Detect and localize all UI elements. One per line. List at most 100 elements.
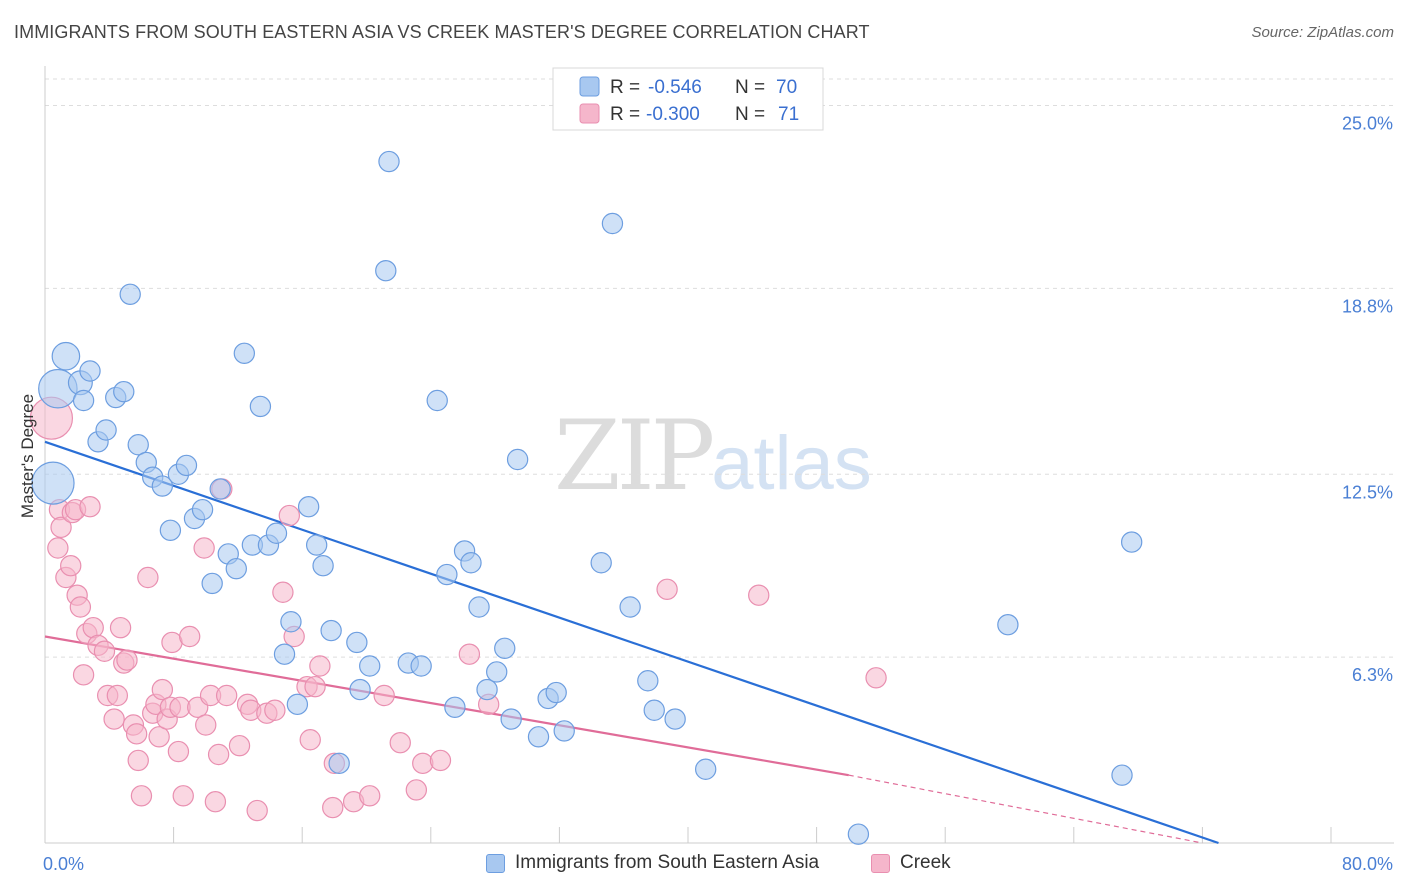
creek-point [373, 684, 395, 707]
sea-immigrant-point [494, 637, 516, 659]
sea-immigrant-point [159, 519, 182, 541]
sea-immigrant-point [280, 611, 302, 633]
creek-point [458, 643, 481, 665]
sea-immigrant-point [119, 283, 141, 305]
creek-point [656, 578, 678, 600]
x-tick-label-left: 0.0% [43, 854, 84, 874]
creek-point [116, 649, 138, 671]
source-label: Source: ZipAtlas.com [1251, 24, 1394, 41]
sea-immigrant-point [191, 498, 214, 521]
sea-immigrant-point [410, 655, 432, 677]
sea-immigrant-point [426, 389, 448, 412]
legend-n-value-2: 71 [778, 104, 799, 125]
creek-point [137, 566, 159, 589]
y-tick-label: 18.8% [1342, 296, 1393, 316]
x-tick-label-right: 80.0% [1342, 854, 1393, 874]
legend-r-label-2: R = [610, 104, 640, 125]
sea-immigrant-point [127, 434, 149, 456]
legend-swatch-pink [579, 103, 600, 124]
bottom-legend: Immigrants from South Eastern Asia Creek [0, 852, 1406, 878]
sea-immigrant-point [209, 478, 231, 500]
sea-immigrant-point [273, 643, 296, 665]
creek-point [272, 581, 294, 603]
creek-point [193, 537, 215, 559]
sea-immigrant-point [175, 454, 198, 477]
sea-immigrant-point [486, 661, 508, 683]
creek-point [178, 625, 201, 648]
legend-r-value-2: -0.300 [646, 104, 700, 125]
y-tick-label: 12.5% [1342, 482, 1393, 502]
creek-point [246, 799, 268, 822]
creek-point [103, 708, 125, 730]
chart-title: IMMIGRANTS FROM SOUTH EASTERN ASIA VS CR… [14, 22, 870, 42]
sea-immigrant-point [249, 395, 272, 418]
sea-immigrant-point [312, 555, 334, 577]
data-points [29, 150, 1143, 845]
sea-immigrant-point [444, 696, 466, 718]
creek-point [125, 723, 148, 745]
trend-lines [44, 440, 1219, 845]
sea-immigrant-point [590, 552, 612, 574]
creek-point [865, 667, 887, 689]
creek-point [359, 785, 381, 807]
sea-immigrant-point [320, 619, 342, 642]
creek-point [204, 791, 227, 813]
sea-immigrant-point [619, 596, 641, 618]
sea-immigrant-point [643, 699, 665, 721]
y-tick-label: 6.3% [1352, 665, 1393, 685]
creek-point [429, 749, 452, 772]
sea-immigrant-point [847, 823, 870, 845]
creek-point [93, 640, 116, 662]
bottom-legend-swatch-pink [871, 853, 890, 873]
sea-immigrant-point [79, 360, 101, 382]
grid-lines [45, 78, 1394, 658]
watermark-atlas: atlas [711, 421, 872, 506]
creek-point [167, 740, 190, 763]
creek-point [299, 729, 321, 751]
sea-immigrant-point [201, 572, 223, 595]
creek-point [278, 504, 301, 527]
creek-point [151, 678, 174, 701]
sea-immigrant-point [997, 614, 1019, 636]
sea-immigrant-point [476, 678, 498, 701]
sea-immigrant-point [31, 461, 75, 505]
sea-immigrant-point [225, 557, 247, 580]
sea-immigrant-point [359, 655, 381, 677]
sea-immigrant-point [527, 726, 550, 748]
creek-point [309, 655, 331, 677]
legend-n-value-1: 70 [776, 77, 797, 98]
creek-point [207, 743, 230, 766]
legend-r-value-1: -0.546 [648, 77, 702, 98]
axes [44, 66, 1394, 844]
bottom-legend-label-2: Creek [900, 852, 951, 873]
legend-box: R = -0.546 N = 70 R = -0.300 N = 71 [552, 67, 824, 131]
sea-immigrant-point [72, 389, 95, 412]
creek-point [322, 796, 344, 819]
sea-immigrant-point [51, 341, 81, 371]
watermark-zip: ZIP [554, 400, 715, 512]
sea-immigrant-point [305, 534, 328, 556]
y-tick-label: 25.0% [1342, 114, 1393, 134]
sea-immigrant-point [500, 708, 522, 730]
axis-labels: 6.3% 12.5% 18.8% 25.0% 0.0% 80.0% [43, 114, 1393, 875]
bottom-legend-label-1: Immigrants from South Eastern Asia [515, 852, 820, 873]
sea-immigrant-point [265, 522, 288, 544]
creek-point [69, 596, 92, 618]
creek-point [148, 726, 170, 748]
sea-immigrant-point [349, 678, 371, 701]
sea-immigrant-point [545, 681, 567, 704]
creek-point [130, 785, 153, 807]
sea-immigrant-point [233, 342, 256, 364]
bottom-legend-swatch-blue [486, 853, 505, 873]
sea-immigrant-point [637, 670, 659, 692]
sea-immigrant-point [151, 475, 174, 497]
creek-point [264, 699, 286, 721]
creek-point [228, 734, 251, 757]
sea-immigrant-point [553, 720, 575, 742]
creek-point [389, 732, 411, 754]
sea-immigrant-point [694, 758, 717, 780]
creek-point [172, 785, 194, 807]
legend-swatch-blue [579, 76, 600, 97]
sea-immigrant-point [460, 552, 482, 574]
